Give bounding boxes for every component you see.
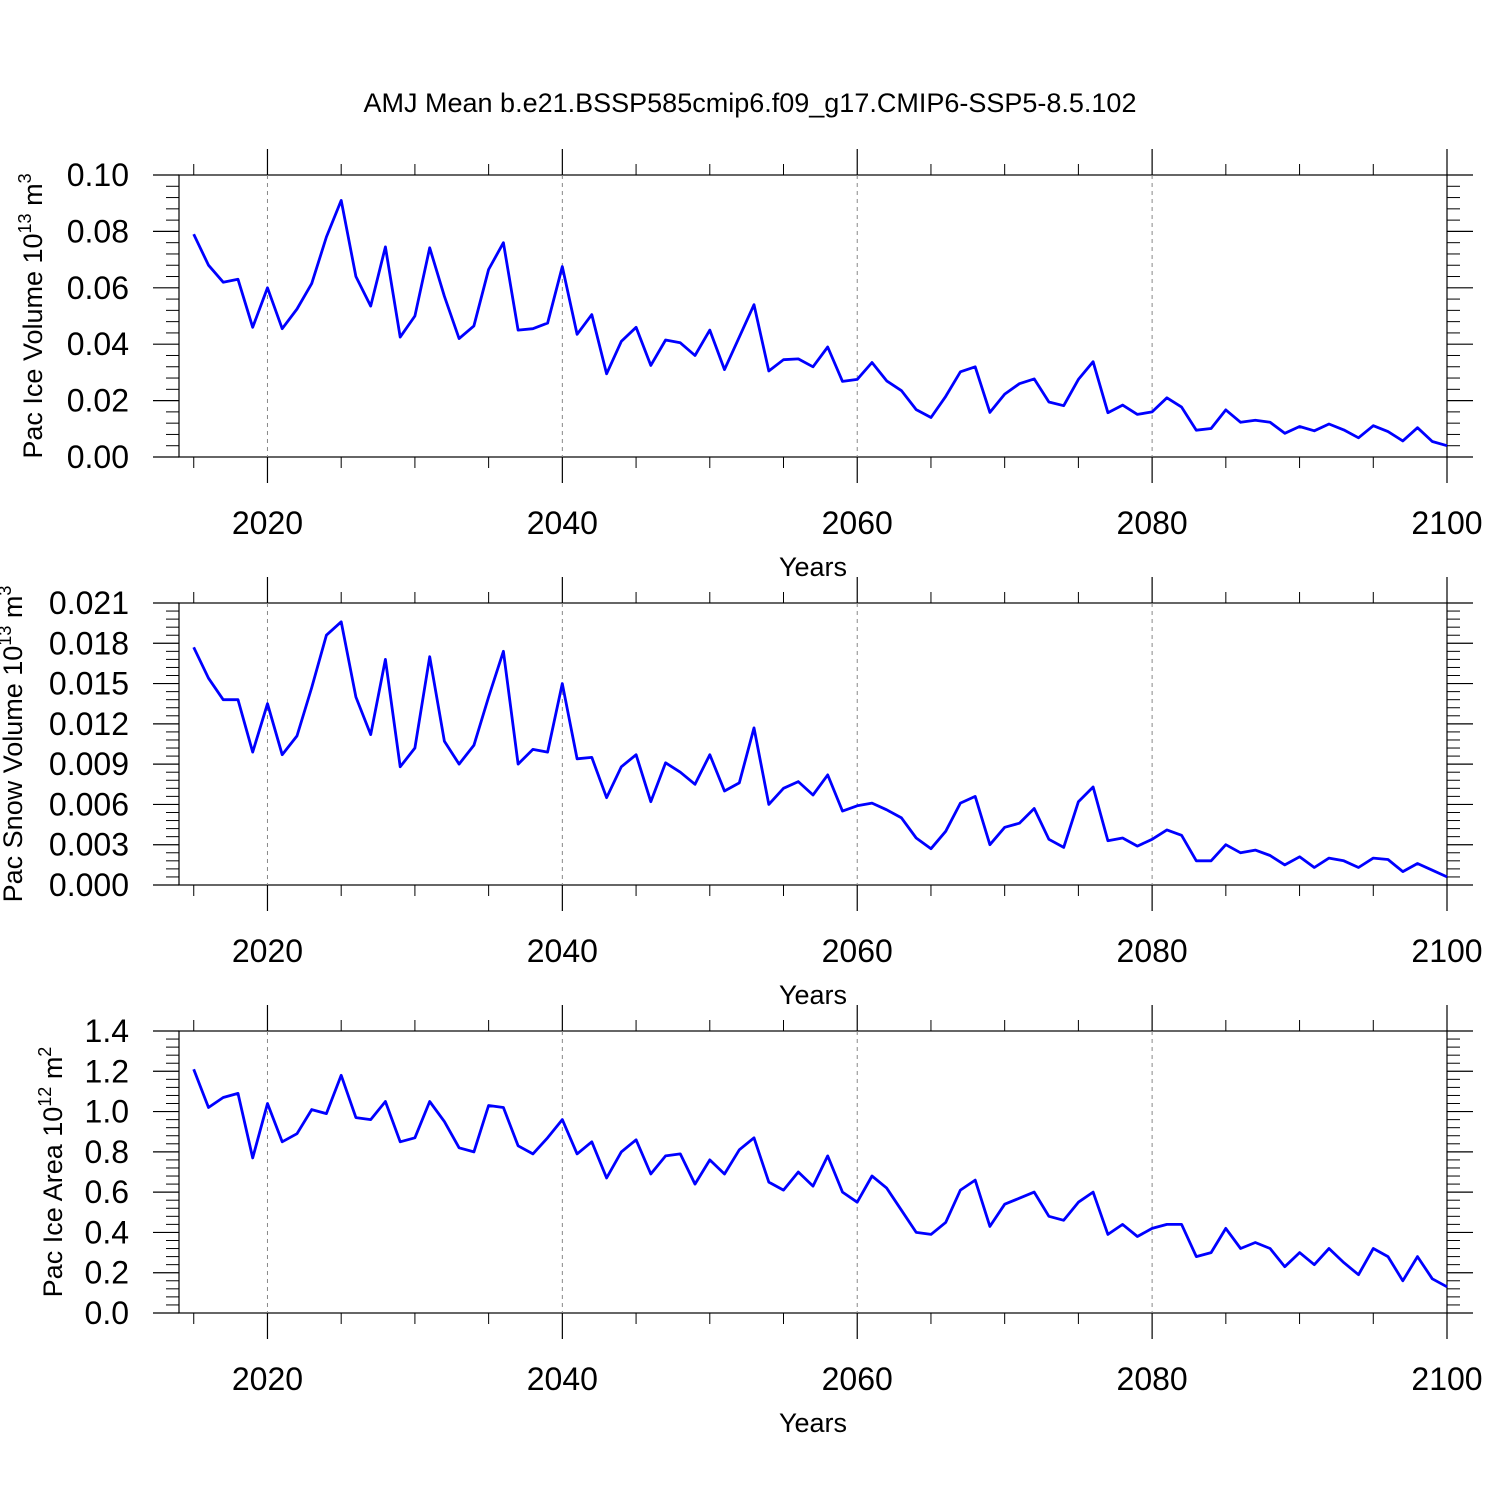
y-tick-label: 0.009 [49,746,129,782]
x-tick-label: 2060 [822,933,893,969]
y-axis-label: Pac Snow Volume 1013 m3 [0,586,28,903]
x-tick-label: 2020 [232,505,303,541]
y-axis-label-unit_exp: 2 [35,1047,55,1057]
y-tick-label: 1.2 [85,1053,129,1089]
x-tick-label: 2040 [527,1361,598,1397]
x-tick-label: 2100 [1411,933,1482,969]
x-tick-label: 2080 [1117,933,1188,969]
series-line [192,620,1448,879]
x-axis-label: Years [779,552,847,582]
y-axis-label-unit: m [0,596,28,626]
series-line [192,1068,1448,1289]
y-tick-label: 0.003 [49,827,129,863]
panel-1: 2020 2040 2060 2080 2100 0.00 0.02 0.04 0.06 0.08… [15,149,1483,582]
x-tick-label: 2020 [232,1361,303,1397]
y-axis-label-unit: m [18,183,48,213]
x-tick-label: 2040 [527,505,598,541]
y-axis-label-unit: m [38,1057,68,1087]
y-axis-label-exp: 12 [35,1087,55,1107]
x-tick-label: 2080 [1117,505,1188,541]
plot-frame [178,174,1448,458]
x-axis-label: Years [779,1408,847,1438]
panel-3: 2020 2040 2060 2080 2100 0.0 0.2 0.4 0.6 0.8 1.0 1.… [35,1005,1483,1438]
x-tick-label: 2100 [1411,1361,1482,1397]
y-tick-label: 0.4 [85,1214,129,1250]
y-tick-label: 1.4 [85,1013,129,1049]
y-tick-label: 0.021 [49,585,129,621]
y-tick-label: 0.06 [67,270,129,306]
y-tick-label: 0.04 [67,326,129,362]
y-tick-label: 0.6 [85,1174,129,1210]
y-axis-label-prefix: Pac Ice Volume 10 [18,233,48,458]
x-tick-label: 2060 [822,505,893,541]
y-axis-label-prefix: Pac Snow Volume 10 [0,646,28,903]
series-line [192,198,1448,448]
x-tick-label: 2060 [822,1361,893,1397]
x-tick-label: 2100 [1411,505,1482,541]
x-tick-label: 2020 [232,933,303,969]
y-tick-label: 0.015 [49,666,129,702]
y-axis-label: Pac Ice Volume 1013 m3 [15,173,48,458]
x-tick-label: 2080 [1117,1361,1188,1397]
y-tick-label: 0.10 [67,157,129,193]
y-tick-label: 0.018 [49,625,129,661]
y-axis-label-unit_exp: 3 [15,173,35,183]
y-axis-label: Pac Ice Area 1012 m2 [35,1047,68,1298]
y-tick-label: 0.08 [67,213,129,249]
panel-2: 2020 2040 2060 2080 2100 0.000 0.003 0.006 0.009… [0,577,1483,1010]
y-tick-label: 1.0 [85,1094,129,1130]
y-tick-label: 0.000 [49,867,129,903]
y-tick-label: 0.0 [85,1295,129,1331]
y-tick-label: 0.012 [49,706,129,742]
x-axis-label: Years [779,980,847,1010]
y-axis-label-exp: 13 [0,626,15,646]
y-tick-label: 0.02 [67,383,129,419]
figure-title: AMJ Mean b.e21.BSSP585cmip6.f09_g17.CMIP… [364,88,1137,118]
plot-frame [178,602,1448,886]
y-tick-label: 0.006 [49,786,129,822]
y-tick-label: 0.00 [67,439,129,475]
y-tick-label: 0.2 [85,1255,129,1291]
y-axis-label-exp: 13 [15,213,35,233]
plot-frame [178,1030,1448,1314]
x-tick-label: 2040 [527,933,598,969]
y-axis-label-prefix: Pac Ice Area 10 [38,1107,68,1298]
y-axis-label-unit_exp: 3 [0,586,15,596]
y-tick-label: 0.8 [85,1134,129,1170]
